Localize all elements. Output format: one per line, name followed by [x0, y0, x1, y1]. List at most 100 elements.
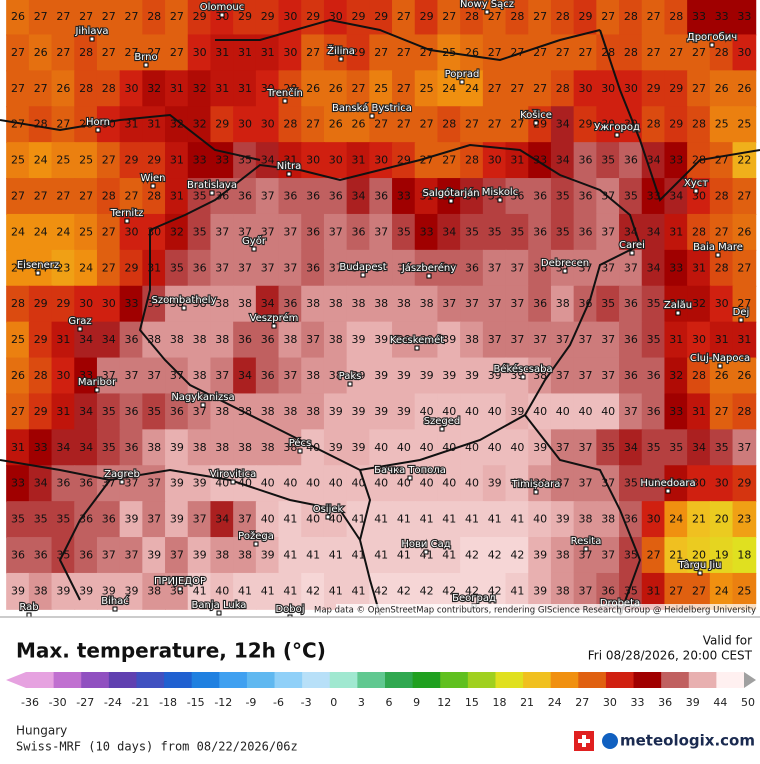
temperature-cell: [732, 572, 757, 610]
grid-value: 23: [56, 261, 70, 274]
grid-value: 37: [102, 369, 116, 382]
place-label: Olomouc: [200, 2, 244, 13]
grid-value: 42: [374, 584, 388, 597]
grid-value: 27: [11, 405, 25, 418]
grid-value: 35: [647, 297, 661, 310]
temperature-cell: [119, 34, 144, 72]
grid-value: 30: [647, 513, 661, 526]
grid-value: 36: [533, 225, 547, 238]
place-dot: [738, 317, 744, 323]
grid-value: 29: [125, 154, 139, 167]
place-dot: [286, 171, 292, 177]
grid-value: 35: [102, 441, 116, 454]
temperature-cell: [96, 321, 121, 359]
grid-value: 39: [442, 369, 456, 382]
temperature-cell: [119, 501, 144, 539]
temperature-cell: [278, 34, 303, 72]
temperature-cell: [392, 537, 416, 574]
temperature-cell: [573, 393, 598, 431]
temperature-cell: [210, 501, 235, 539]
temperature-cell: [6, 572, 30, 610]
grid-value: 37: [533, 333, 547, 346]
grid-value: 37: [510, 261, 524, 274]
grid-value: 30: [624, 118, 638, 131]
grid-value: 35: [193, 190, 207, 203]
temperature-cell: [573, 537, 598, 574]
grid-value: 38: [261, 405, 275, 418]
grid-value: 29: [579, 10, 593, 23]
temperature-cell: [550, 34, 575, 72]
valid-time: Fri 08/28/2026, 20:00 CEST: [588, 649, 753, 663]
brand-logo[interactable]: [602, 733, 618, 749]
place-label: Košice: [520, 109, 552, 121]
temperature-cell: [278, 285, 303, 323]
place-label: Pécs: [289, 437, 312, 449]
grid-value: 37: [102, 549, 116, 562]
grid-value: 41: [397, 549, 411, 562]
grid-value: 35: [601, 154, 615, 167]
grid-value: 40: [261, 477, 275, 490]
grid-value: 42: [465, 549, 479, 562]
temperature-cell: [28, 70, 53, 108]
place-dot: [459, 79, 465, 85]
grid-value: 31: [56, 333, 70, 346]
temperature-cell: [210, 465, 235, 503]
grid-value: 37: [579, 369, 593, 382]
temperature-cell: [482, 178, 507, 215]
grid-value: 27: [56, 10, 70, 23]
grid-value: 34: [261, 154, 275, 167]
temperature-cell: [414, 249, 439, 287]
temperature-cell: [369, 321, 394, 359]
temperature-cell: [74, 34, 98, 72]
grid-value: 32: [193, 82, 207, 95]
place-label: Maribor: [78, 377, 117, 388]
temperature-cell: [596, 213, 621, 251]
temperature-cell: [392, 70, 416, 108]
brand-name[interactable]: meteologix.com: [620, 732, 755, 750]
temperature-cell: [301, 70, 325, 108]
temperature-cell: [505, 537, 530, 574]
temperature-cell: [437, 357, 462, 395]
grid-value: 27: [715, 225, 729, 238]
grid-value: 27: [601, 10, 615, 23]
temperature-cell: [619, 429, 643, 467]
temperature-cell: [210, 0, 235, 36]
grid-value: 39: [442, 333, 456, 346]
grid-value: 27: [715, 154, 729, 167]
temperature-cell: [437, 213, 462, 251]
temperature-cell: [28, 429, 53, 467]
grid-value: 27: [442, 10, 456, 23]
temperature-cell: [74, 429, 98, 467]
grid-value: 26: [737, 82, 751, 95]
grid-value: 27: [579, 46, 593, 59]
grid-value: 28: [692, 118, 706, 131]
place-dot: [338, 56, 344, 62]
grid-value: 39: [261, 549, 275, 562]
place-label: Rab: [19, 602, 38, 613]
grid-value: 35: [601, 297, 615, 310]
temperature-cell: [709, 572, 734, 610]
grid-value: 36: [215, 190, 229, 203]
grid-value: 37: [374, 261, 388, 274]
grid-value: 41: [352, 584, 366, 597]
grid-value: 31: [238, 82, 252, 95]
place-dot: [35, 270, 41, 276]
grid-value: 27: [125, 190, 139, 203]
temperature-cell: [392, 285, 416, 323]
temperature-cell: [505, 357, 530, 395]
grid-value: 35: [170, 261, 184, 274]
colorbar-segment: [26, 672, 55, 688]
temperature-cell: [346, 142, 371, 180]
temperature-cell: [619, 465, 643, 503]
temperature-cell: [392, 321, 416, 359]
grid-value: 25: [737, 584, 751, 597]
grid-value: 26: [56, 82, 70, 95]
temperature-cell: [732, 34, 757, 72]
temperature-cell: [165, 213, 189, 251]
colorbar-tick-label: -12: [214, 696, 232, 709]
grid-value: 24: [34, 154, 48, 167]
temperature-cell: [505, 465, 530, 503]
colorbar-tick-label: 39: [686, 696, 700, 709]
place-dot: [251, 246, 257, 252]
place-dot: [94, 387, 100, 393]
